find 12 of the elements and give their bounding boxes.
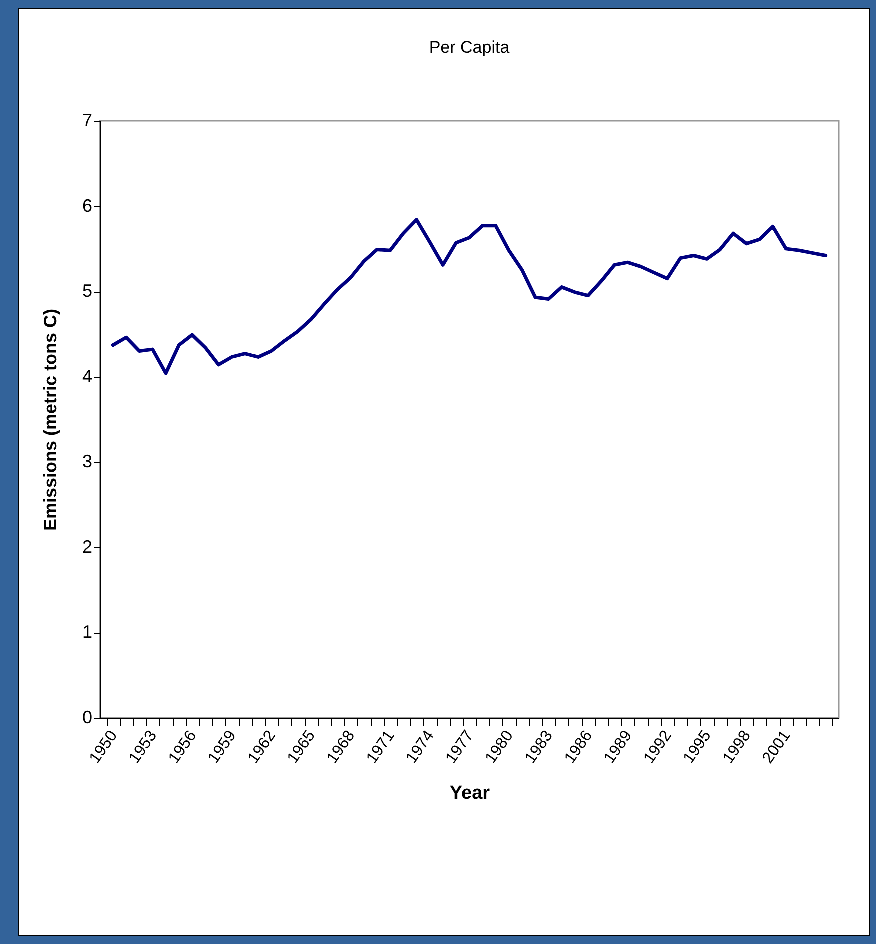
- y-tick-label: 1: [82, 622, 92, 642]
- y-tick-label: 7: [82, 110, 92, 130]
- line-series: [111, 218, 828, 376]
- y-tick-label: 6: [82, 196, 92, 216]
- y-axis-title: Emissions (metric tons C): [40, 308, 60, 532]
- chart-title: Per Capita: [429, 38, 510, 57]
- y-tick-label: 3: [82, 452, 92, 472]
- y-tick-label: 5: [82, 281, 92, 302]
- y-tick-label: 2: [82, 536, 92, 557]
- y-tick-label: 4: [82, 366, 92, 386]
- y-tick-label: 0: [82, 708, 92, 728]
- x-axis-title: Year: [450, 783, 491, 804]
